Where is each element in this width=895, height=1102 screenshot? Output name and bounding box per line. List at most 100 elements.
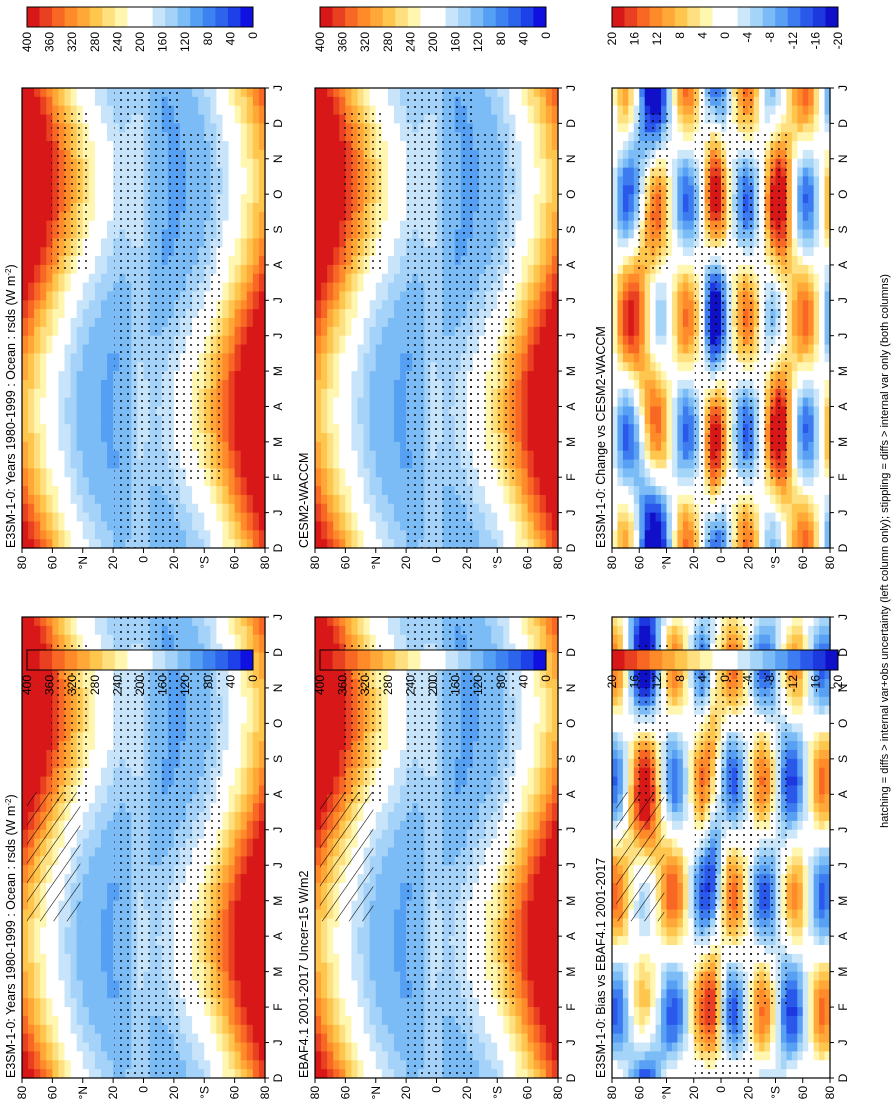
heat-cell	[661, 918, 668, 928]
heat-cell	[650, 1024, 657, 1035]
month-tick-label: N	[564, 684, 578, 693]
heat-cell	[107, 679, 114, 689]
heat-cell	[240, 749, 248, 760]
heat-cell	[222, 1024, 230, 1035]
heat-cell	[82, 998, 90, 1008]
heat-cell	[28, 679, 35, 689]
heat-cell	[339, 936, 346, 946]
heat-cell	[677, 670, 684, 680]
heat-cell	[351, 945, 359, 955]
heat-cell	[58, 971, 66, 982]
heat-cell	[82, 1007, 90, 1017]
heat-cell	[393, 927, 401, 937]
heat-cell	[628, 1033, 635, 1044]
heat-cell	[94, 741, 102, 751]
heat-cell	[222, 1069, 230, 1079]
heat-cell	[515, 829, 523, 840]
heat-cell	[82, 1060, 90, 1070]
heat-cell	[252, 945, 260, 955]
heat-cell	[246, 989, 254, 999]
heat-cell	[650, 980, 657, 990]
heat-cell	[234, 767, 242, 778]
heat-cell	[639, 962, 646, 973]
heat-cell	[34, 998, 41, 1008]
heat-cell	[34, 1042, 41, 1053]
heat-cell	[617, 687, 624, 698]
heat-cell	[612, 732, 619, 742]
heat-cell	[515, 1007, 523, 1017]
heat-cell	[240, 945, 248, 955]
heat-cell	[521, 989, 529, 999]
heat-cell	[333, 936, 340, 946]
heat-cell	[671, 705, 678, 716]
heat-cell	[539, 1007, 547, 1017]
heat-cell	[34, 679, 41, 689]
heat-cell	[240, 687, 248, 698]
heat-cell	[58, 945, 66, 955]
heat-cell	[228, 962, 236, 973]
heat-cell	[64, 918, 72, 928]
heat-cell	[339, 732, 346, 742]
heat-cell	[357, 945, 365, 955]
heat-cell	[545, 803, 553, 813]
heat-cell	[345, 1024, 353, 1035]
heat-cell	[252, 909, 260, 920]
heat-cell	[240, 723, 248, 733]
heat-cell	[321, 670, 328, 680]
heat-cell	[240, 918, 248, 928]
heat-cell	[666, 989, 673, 999]
heat-cell	[671, 670, 678, 680]
heat-cell	[363, 989, 371, 999]
heat-cell	[375, 891, 383, 902]
heat-cell	[622, 936, 629, 946]
heat-cell	[387, 1069, 395, 1079]
heat-cell	[400, 936, 407, 946]
heat-cell	[82, 882, 90, 893]
heat-cell	[228, 829, 236, 840]
heat-cell	[252, 714, 260, 724]
heat-cell	[661, 953, 668, 964]
heat-cell	[179, 1060, 187, 1070]
heat-cell	[381, 714, 389, 724]
heat-cell	[551, 882, 559, 893]
heat-cell	[82, 1033, 90, 1044]
heat-cell	[393, 776, 401, 787]
heat-cell	[400, 874, 407, 884]
heat-cell	[521, 1051, 529, 1061]
heat-cell	[22, 794, 29, 804]
heat-cell	[375, 980, 383, 990]
heat-cell	[633, 953, 640, 964]
heat-cell	[198, 1060, 205, 1070]
heat-cell	[622, 927, 629, 937]
heat-cell	[88, 980, 96, 990]
heat-cell	[381, 643, 389, 654]
heat-cell	[539, 803, 547, 813]
heat-cell	[339, 785, 346, 795]
heat-cell	[234, 714, 242, 724]
heat-cell	[497, 634, 504, 645]
heat-cell	[94, 1069, 102, 1079]
heat-cell	[258, 989, 266, 999]
heat-cell	[551, 1069, 559, 1079]
heat-cell	[387, 838, 395, 849]
heat-cell	[682, 634, 689, 645]
heat-cell	[228, 971, 236, 982]
heat-cell	[400, 670, 407, 680]
heat-cell	[393, 785, 401, 795]
heat-cell	[381, 989, 389, 999]
heat-cell	[551, 617, 559, 627]
heat-cell	[333, 758, 340, 769]
heat-cell	[357, 1015, 365, 1026]
heat-cell	[612, 758, 619, 769]
heat-cell	[617, 945, 624, 955]
heat-cell	[204, 1042, 211, 1053]
heat-cell	[551, 856, 559, 866]
heat-cell	[387, 820, 395, 831]
heat-cell	[315, 785, 322, 795]
heat-cell	[363, 1069, 371, 1079]
heat-cell	[639, 1033, 646, 1044]
heat-cell	[369, 625, 377, 636]
heat-cell	[617, 962, 624, 973]
heat-cell	[622, 679, 629, 689]
